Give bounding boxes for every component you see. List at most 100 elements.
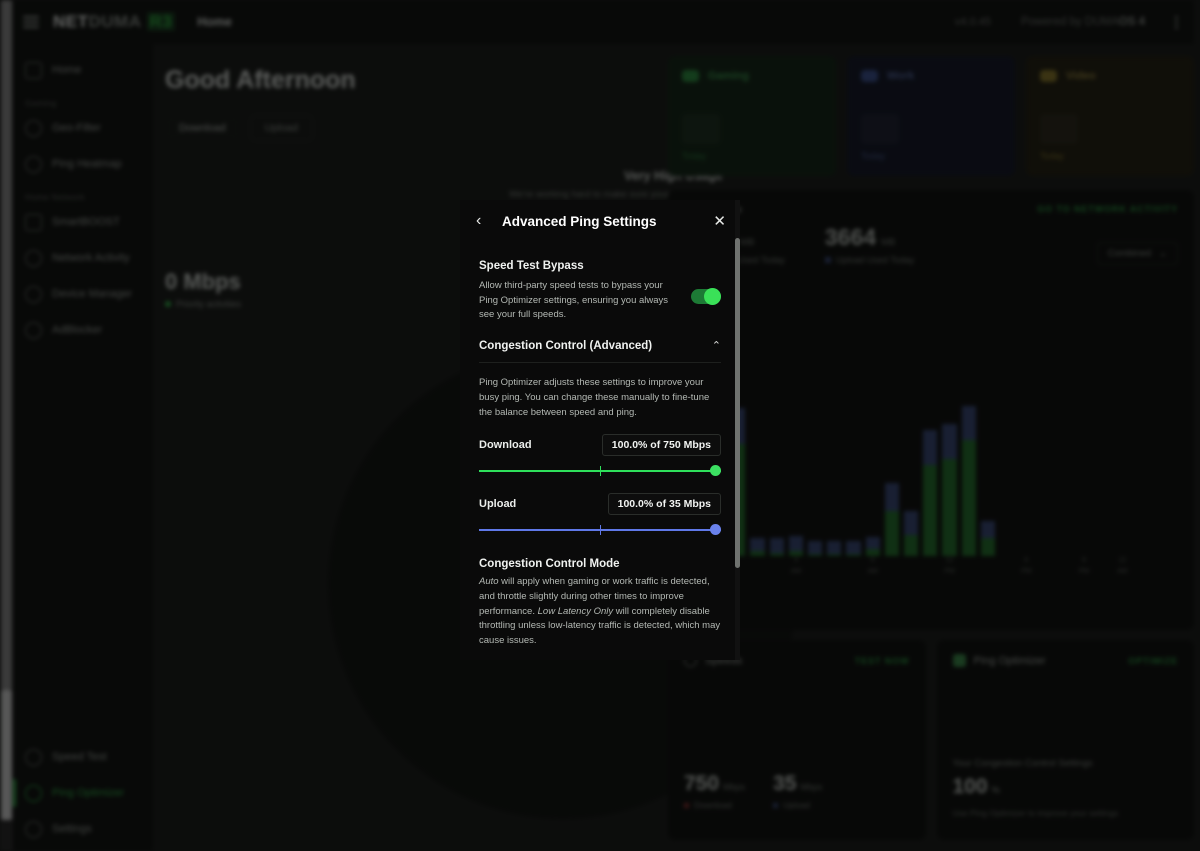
tab-upload[interactable]: Upload [249,115,313,141]
sidebar-item-home[interactable]: Home [13,52,153,88]
sidebar-item-smartboost[interactable]: SmartBOOST [13,204,153,240]
chart-x-tick [962,556,976,580]
chart-bar [846,540,861,556]
sidebar-item-geo-filter[interactable]: Geo-Filter [13,110,153,146]
chart-bar [769,538,784,556]
sidebar-group-home-network: Home Network [25,192,85,202]
upload-usage-caption: Upload Used Today [824,255,914,265]
chart-x-tick [1134,556,1148,580]
category-card-video[interactable]: Video Today [1026,56,1194,176]
category-card-work[interactable]: Work Today [847,56,1015,176]
spacer [479,242,721,260]
sidebar-item-adblocker[interactable]: AdBlocker [13,312,153,348]
upload-slider[interactable] [479,524,721,536]
sidebar: Home Gaming Geo-Filter Ping Heatmap Home… [13,44,153,851]
ping-heatmap-icon [25,155,42,173]
go-to-network-activity-link[interactable]: GO TO NETWORK ACTIVITY [1037,204,1178,214]
chevron-up-icon: ⌃ [711,340,721,353]
congestion-control-header[interactable]: Congestion Control (Advanced) ⌃ [479,339,721,353]
modal-scrollbar[interactable] [735,200,740,660]
slider-handle[interactable] [710,524,721,536]
chart-bars [712,336,1168,556]
sidebar-item-device-manager[interactable]: Device Manager [13,276,153,312]
chart-x-tick: 12 PM [944,557,955,575]
chart-bar-upload [904,510,919,535]
congestion-settings-unit: % [991,785,1000,796]
upload-speed-row: 35 Mbps [773,772,822,796]
download-speed-caption: Download [684,800,745,810]
chart-x-tick: 3 AM [790,557,802,575]
download-caption-text: Download [694,800,732,810]
test-now-link[interactable]: TEST NOW [854,655,910,666]
geo-filter-icon [25,119,42,137]
chart-x-tick: 6 AM [867,557,878,575]
chevron-left-icon[interactable]: ‹ [476,212,482,229]
card-title: Work [887,70,915,82]
sidebar-item-ping-optimizer[interactable]: Ping Optimizer [13,775,153,811]
download-slider[interactable] [479,465,721,477]
download-slider-block: Download 100.0% of 750 Mbps [479,434,721,477]
slider-tick [600,525,601,536]
chart-x-tick [923,556,937,580]
chart-x-tick [885,556,899,580]
chart-x-tick: 9 PM [1078,557,1090,575]
toggle-knob [704,288,721,305]
chart-bar-upload [808,541,823,555]
chart-bar-upload [865,536,880,550]
chart-x-tick [808,556,822,580]
page-scrollbar[interactable] [0,0,13,851]
usage-mode-select[interactable]: Combined ⌄ [1096,242,1178,265]
sidebar-item-label: Network Activity [52,252,130,264]
ping-optimizer-card: Ping Optimizer OPTIMIZE Your Congestion … [936,640,1194,840]
home-icon [25,61,42,79]
device-manager-icon [25,285,42,303]
mode-desc-2: will apply when gaming or work traffic i… [479,576,710,617]
card-title: Ping Optimizer [973,654,1046,667]
page-scrollbar-track[interactable] [1,0,12,690]
modal-scrollbar-thumb[interactable] [735,238,740,568]
sidebar-item-settings[interactable]: Settings [13,811,153,847]
congestion-mode-title: Congestion Control Mode [479,558,620,571]
page-scrollbar-thumb[interactable] [1,690,12,820]
sidebar-item-label: Speed Test [52,751,107,763]
nav-home[interactable]: Home [197,15,232,29]
sidebar-item-network-activity[interactable]: Network Activity [13,240,153,276]
chart-bar-upload [769,538,784,553]
congestion-control-description: Ping Optimizer adjusts these settings to… [479,377,710,418]
ping-optimizer-note: Use Ping Optimizer to improve your setti… [952,808,1119,818]
more-options-icon[interactable] [1175,15,1178,29]
card-title: Gaming [708,70,749,82]
chart-x-tick [1154,556,1168,580]
brand-net: NET [53,12,89,31]
speeds-values: 750 Mbps Download 35 Mbps [684,772,822,810]
category-card-gaming[interactable]: Gaming Today [668,56,836,176]
bottom-cards: Speeds TEST NOW 750 Mbps Download [668,640,1194,840]
download-slider-label: Download [479,439,532,452]
download-speed-value: 750 [684,772,720,795]
chart-bar-download [827,553,842,556]
slider-handle[interactable] [710,465,721,477]
chart-x-tick [1038,556,1052,580]
tab-download[interactable]: Download [165,116,240,140]
sidebar-item-label: Device Manager [52,288,133,300]
chevron-down-icon: ⌄ [1159,248,1167,259]
speed-test-bypass-toggle[interactable] [691,288,721,305]
speed-test-bypass-title: Speed Test Bypass [479,260,584,272]
chart-bar [750,537,765,556]
chart-x-axis: 3 AM 6 AM 12 PM 6 PM 9 PM 12 AM [712,556,1168,580]
menu-icon[interactable] [23,16,39,28]
download-slider-value: 100.0% of 750 Mbps [601,434,721,457]
mode-desc-low-latency: Low Latency Only [537,605,614,617]
brand-logo: NETDUMA R3 [53,12,176,32]
brand-duma: DUMA [88,12,142,31]
chart-bar [980,521,996,556]
status-dot-icon [165,301,171,307]
chart-bar-upload [961,406,976,440]
priority-speed-block: 0 Mbps Priority activities [165,269,241,309]
optimize-link[interactable]: OPTIMIZE [1128,655,1178,666]
close-icon[interactable]: ✕ [713,212,726,230]
chart-bar-download [923,465,938,556]
sidebar-item-ping-heatmap[interactable]: Ping Heatmap [13,146,153,182]
sidebar-item-speed-test[interactable]: Speed Test [13,739,153,775]
